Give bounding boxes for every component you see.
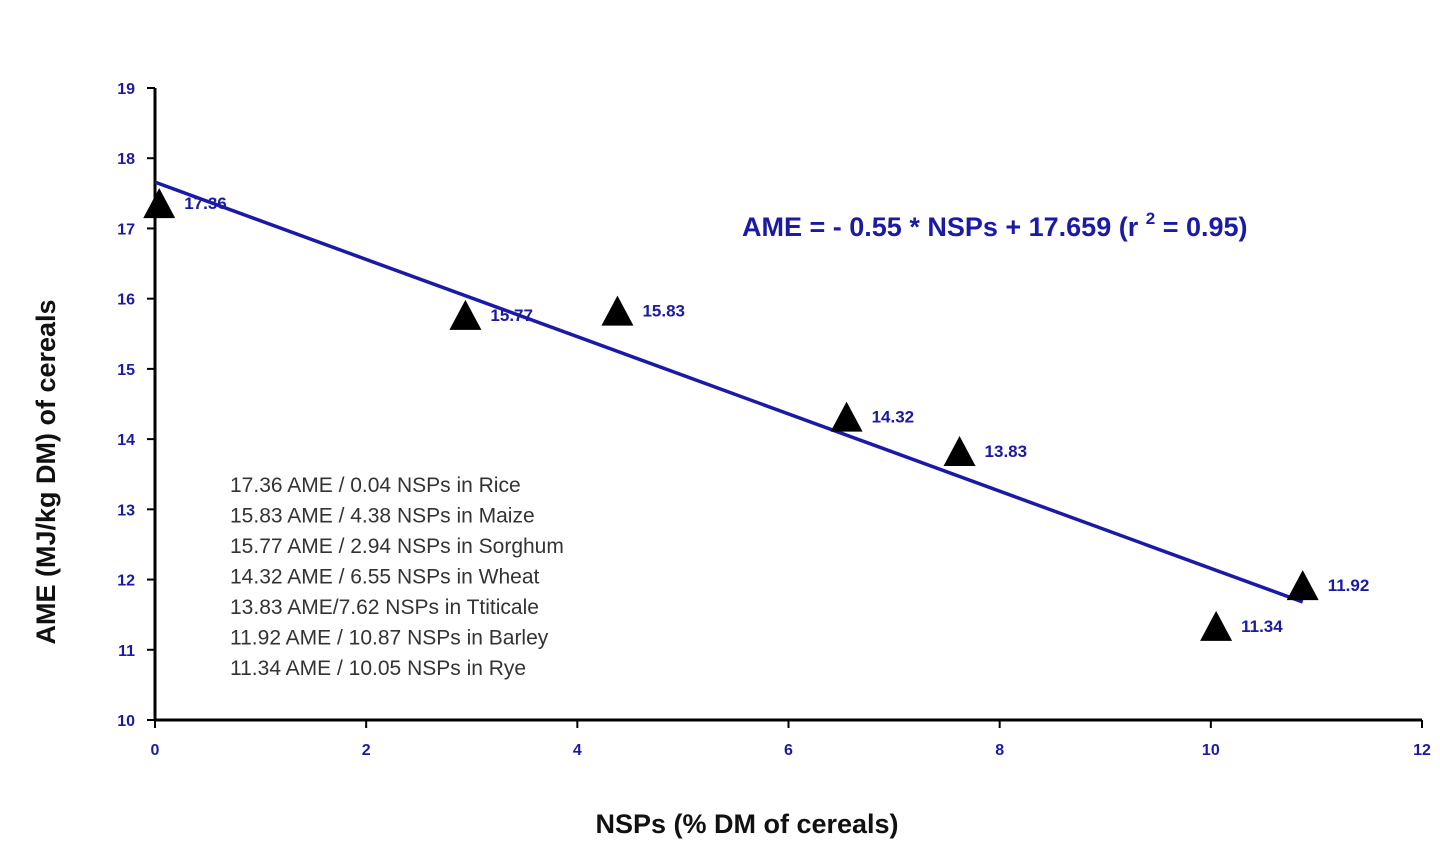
y-axis-title: AME (MJ/kg DM) of cereals: [31, 299, 61, 644]
data-points: [143, 188, 1319, 641]
y-tick-label: 11: [118, 643, 135, 660]
data-label: 15.77: [490, 306, 533, 325]
annotation-line: 11.92 AME / 10.87 NSPs in Barley: [230, 627, 549, 650]
trendline-path: [154, 180, 1304, 604]
equation: AME = - 0.55 * NSPs + 17.659 (r 2 = 0.95…: [742, 209, 1248, 242]
equation-main: AME = - 0.55 * NSPs + 17.659 (r: [742, 212, 1146, 242]
annotation-line: 14.32 AME / 6.55 NSPs in Wheat: [230, 566, 539, 589]
axes: [153, 88, 1422, 722]
y-tick-label: 18: [117, 151, 135, 168]
y-tick-label: 16: [117, 292, 135, 309]
trendline: [154, 180, 1304, 604]
data-label: 11.34: [1241, 617, 1283, 636]
data-label: 13.83: [985, 442, 1028, 461]
y-tick-label: 15: [117, 362, 135, 379]
annotation-line: 15.77 AME / 2.94 NSPs in Sorghum: [230, 535, 564, 558]
data-point-triangle: [943, 436, 976, 467]
x-tick-label: 4: [573, 742, 582, 759]
ticks: 10 11 12 13 14 15 16 17 18 19 0 2 4 6 8 10 12: [117, 81, 1431, 759]
annotation-line: 15.83 AME / 4.38 NSPs in Maize: [230, 505, 535, 528]
equation-superscript: 2: [1146, 209, 1155, 228]
data-label: 15.83: [642, 302, 685, 321]
data-label: 17.36: [184, 194, 227, 213]
x-tick-label: 0: [151, 742, 160, 759]
y-tick-label: 14: [117, 432, 135, 449]
data-point-triangle: [1286, 570, 1319, 601]
x-tick-label: 12: [1413, 742, 1431, 759]
annotation-line: 17.36 AME / 0.04 NSPs in Rice: [230, 474, 521, 497]
x-tick-label: 2: [362, 742, 371, 759]
data-point-triangle: [601, 295, 634, 326]
annotation-list: 17.36 AME / 0.04 NSPs in Rice 15.83 AME /…: [230, 474, 564, 680]
data-point-triangle: [830, 401, 863, 432]
point-labels: 17.36 15.77 15.83 14.32 13.83 11.92 11.34: [184, 194, 1369, 636]
y-tick-label: 19: [117, 81, 135, 98]
y-tick-label: 12: [117, 573, 135, 590]
data-point-triangle: [449, 299, 482, 330]
data-point-triangle: [143, 188, 176, 219]
data-label: 14.32: [872, 408, 915, 427]
data-label: 11.92: [1328, 576, 1370, 595]
annotation-line: 11.34 AME / 10.05 NSPs in Rye: [230, 657, 526, 680]
x-tick-label: 6: [784, 742, 793, 759]
y-tick-label: 17: [117, 221, 135, 238]
y-tick-label: 13: [117, 502, 135, 519]
x-tick-label: 10: [1202, 742, 1220, 759]
y-tick-label: 10: [117, 713, 135, 730]
data-point-triangle: [1200, 610, 1233, 641]
annotation-line: 13.83 AME/7.62 NSPs in Ttiticale: [230, 596, 539, 619]
x-tick-label: 8: [995, 742, 1004, 759]
equation-tail: = 0.95): [1155, 212, 1247, 242]
x-axis-title: NSPs (% DM of cereals): [595, 809, 898, 839]
